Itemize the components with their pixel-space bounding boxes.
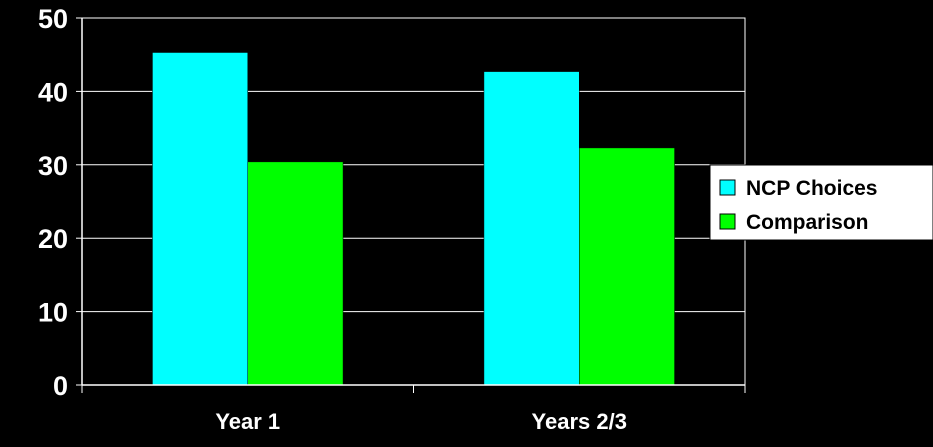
legend-swatch-1 (719, 213, 736, 230)
bar-ncp-choices-0 (152, 52, 249, 386)
legend-box (709, 164, 933, 241)
bar-comparison-1 (579, 147, 675, 386)
x-tick-label-0: Year 1 (215, 409, 280, 434)
bars (152, 52, 675, 386)
legend: NCP Choices Comparison (709, 164, 933, 241)
legend-label-1: Comparison (746, 211, 869, 234)
legend-swatch-0 (719, 179, 736, 196)
y-tick-labels: 0 10 20 30 40 50 (38, 4, 68, 401)
y-tick-label-20: 20 (38, 224, 68, 254)
legend-label-0: NCP Choices (746, 177, 878, 200)
bar-comparison-0 (247, 161, 344, 386)
x-tick-labels: Year 1 Years 2/3 (215, 409, 627, 434)
y-tick-label-0: 0 (53, 371, 68, 401)
y-tick-label-10: 10 (38, 298, 68, 328)
y-tick-label-40: 40 (38, 77, 68, 107)
y-tick-label-30: 30 (38, 151, 68, 181)
x-tick-label-1: Years 2/3 (532, 409, 627, 434)
bar-ncp-choices-1 (483, 71, 580, 386)
y-tick-label-50: 50 (38, 4, 68, 34)
